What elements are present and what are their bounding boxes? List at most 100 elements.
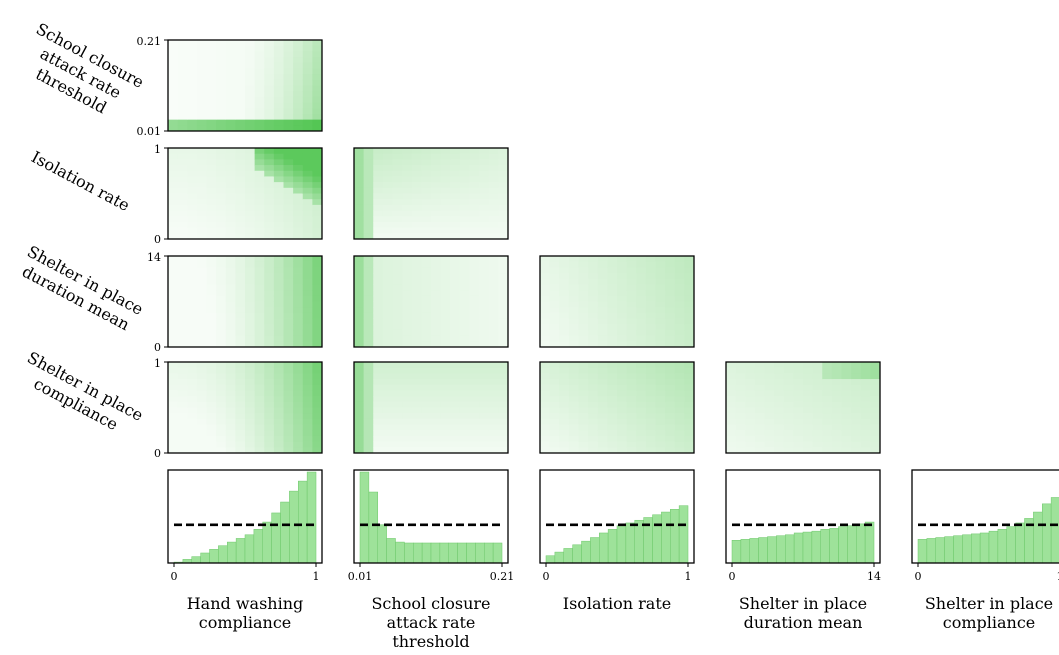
heatmap-cell xyxy=(235,379,246,386)
heatmap-cell xyxy=(665,373,676,380)
heatmap-cell xyxy=(597,418,608,425)
heatmap-cell xyxy=(450,329,461,337)
histogram-bar xyxy=(607,529,618,564)
heatmap-cell xyxy=(860,390,871,397)
heatmap-cell xyxy=(177,153,188,160)
heatmap-cell xyxy=(283,261,294,268)
heatmap-cell xyxy=(283,45,294,52)
heatmap-cell xyxy=(431,407,442,414)
heatmap-cell xyxy=(302,187,313,194)
heatmap-cell xyxy=(568,373,579,380)
heatmap-cell xyxy=(283,373,294,380)
heatmap-cell xyxy=(312,216,323,223)
heatmap-cell xyxy=(411,165,422,172)
heatmap-cell xyxy=(225,290,236,297)
heatmap-cell xyxy=(469,396,480,403)
heatmap-cell xyxy=(354,301,365,308)
histogram-bar xyxy=(758,537,768,564)
x-tick-label: 0.21 xyxy=(490,570,515,583)
heatmap-cell xyxy=(206,413,217,420)
heatmap-cell xyxy=(822,362,833,369)
heatmap-cell xyxy=(822,435,833,443)
heatmap-cell xyxy=(636,413,647,420)
heatmap-cell xyxy=(283,367,294,374)
heatmap-cell xyxy=(293,233,304,240)
heatmap-cell xyxy=(803,441,814,448)
heatmap-cell xyxy=(469,273,480,280)
heatmap-cell xyxy=(216,45,227,52)
histogram-bar xyxy=(785,534,795,564)
heatmap-cell xyxy=(469,221,480,229)
heatmap-cell xyxy=(498,273,509,280)
heatmap-cell xyxy=(674,335,685,342)
heatmap-cell xyxy=(774,407,785,414)
heatmap-cell xyxy=(851,430,862,437)
heatmap-cell xyxy=(216,284,227,291)
heatmap-cell xyxy=(225,153,236,160)
heatmap-cell xyxy=(216,221,227,229)
heatmap-cell xyxy=(235,170,246,177)
heatmap-cell xyxy=(568,312,579,319)
heatmap-cell xyxy=(568,273,579,280)
heatmap-cell xyxy=(488,307,499,314)
heatmap-cell xyxy=(392,341,403,348)
heatmap-cell xyxy=(392,204,403,211)
heatmap-cell xyxy=(187,273,198,280)
heatmap-cell xyxy=(764,430,775,437)
heatmap-cell xyxy=(726,435,737,443)
histogram-bar xyxy=(811,530,822,564)
heatmap-cell xyxy=(302,401,313,408)
heatmap-cell xyxy=(597,290,608,297)
heatmap-cell xyxy=(479,159,490,166)
heatmap-cell xyxy=(498,176,509,183)
heatmap-cell xyxy=(264,267,275,274)
heatmap-cell xyxy=(655,341,666,348)
heatmap-cell xyxy=(302,435,313,443)
heatmap-cell xyxy=(645,396,656,403)
heatmap-cell xyxy=(196,396,207,403)
heatmap-cell xyxy=(479,401,490,408)
heatmap-cell xyxy=(177,68,188,75)
heatmap-cell xyxy=(254,153,265,160)
heatmap-cell xyxy=(177,441,188,448)
heatmap-cell xyxy=(196,119,207,126)
heatmap-cell xyxy=(264,256,275,263)
heatmap-cell xyxy=(187,284,198,291)
heatmap-sc-sipc xyxy=(353,361,509,454)
heatmap-cell xyxy=(540,290,551,297)
heatmap-cell xyxy=(196,62,207,69)
heatmap-cell xyxy=(431,447,442,454)
heatmap-cell xyxy=(216,57,227,64)
heatmap-cell xyxy=(216,435,227,443)
heatmap-cell xyxy=(225,204,236,211)
heatmap-cell xyxy=(617,373,628,380)
heatmap-cell xyxy=(302,165,313,172)
heatmap-cell xyxy=(498,165,509,172)
heatmap-cell xyxy=(264,341,275,348)
heatmap-cell xyxy=(254,187,265,194)
heatmap-cell xyxy=(655,261,666,268)
heatmap-cell xyxy=(283,318,294,325)
heatmap-cell xyxy=(225,96,236,103)
histogram-bar xyxy=(971,533,981,564)
heatmap-cell xyxy=(674,295,685,302)
heatmap-cell xyxy=(636,273,647,280)
heatmap-cell xyxy=(665,290,676,297)
heatmap-cell xyxy=(645,441,656,448)
heatmap-cell xyxy=(617,413,628,420)
heatmap-cell xyxy=(421,153,432,160)
heatmap-cell xyxy=(168,256,179,263)
heatmap-cell xyxy=(283,176,294,183)
heatmap-cell xyxy=(302,301,313,308)
heatmap-cell xyxy=(225,165,236,172)
heatmap-cell xyxy=(363,430,374,437)
heatmap-cell xyxy=(293,329,304,337)
heatmap-cell xyxy=(459,435,470,443)
heatmap-cell xyxy=(264,108,275,115)
heatmap-cell xyxy=(245,51,256,58)
heatmap-cell xyxy=(764,362,775,369)
heatmap-cell xyxy=(373,148,384,155)
heatmap-cell xyxy=(431,148,442,155)
heatmap-cell xyxy=(674,407,685,414)
